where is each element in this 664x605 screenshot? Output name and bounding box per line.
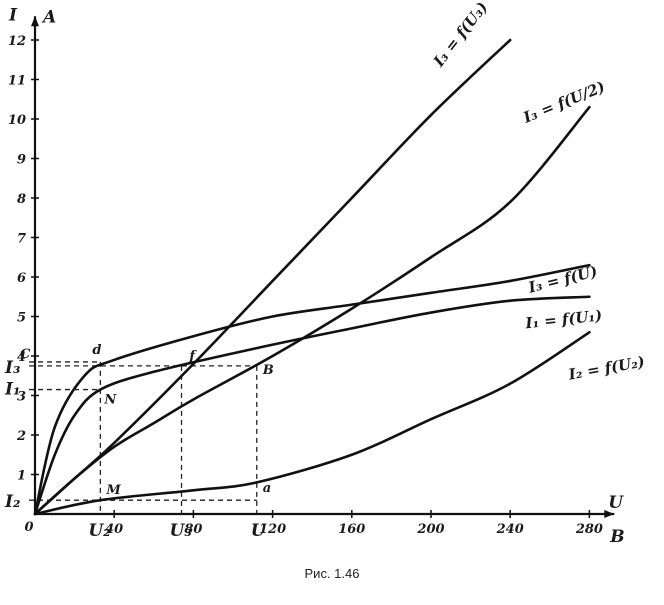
series-layer [33, 38, 591, 516]
point-label: C [20, 347, 31, 362]
y-tick-label: 11 [8, 74, 26, 89]
x-tick-label: 160 [338, 522, 365, 537]
y-tick-label: 1 [17, 469, 26, 484]
y-axis-symbol: I [8, 5, 18, 25]
x-axis-arrow [604, 510, 615, 518]
y-tick-label: 2 [16, 429, 26, 444]
y-axis-unit: A [41, 7, 56, 27]
y-tick-label: 3 [17, 390, 26, 405]
guide-lines [29, 361, 258, 514]
y-mark-label: I₃ [4, 358, 20, 378]
series-label: I₃ = f(U/2) [520, 78, 608, 127]
x-tick-label: 40 [105, 522, 123, 537]
y-tick-label: 6 [17, 271, 26, 286]
point-label: a [263, 481, 271, 496]
x-tick-label: 240 [496, 522, 524, 537]
y-tick-label: 10 [8, 113, 26, 128]
series-label: I₂ = f(U₂) [566, 353, 646, 384]
y-axis-arrow [31, 16, 39, 27]
axes [31, 16, 615, 518]
y-tick-label: 12 [8, 34, 26, 49]
y-mark-label: I₂ [4, 492, 20, 512]
origin-label: 0 [24, 520, 33, 535]
x-axis-symbol: U [608, 493, 624, 513]
y-tick-label: 5 [17, 311, 26, 326]
y-tick-label: 9 [17, 153, 26, 168]
x-axis-unit: B [609, 527, 624, 547]
x-tick-label: 200 [416, 522, 444, 537]
y-tick-label: 4 [17, 350, 26, 365]
point-label: M [105, 483, 121, 498]
x-tick-label: 280 [575, 522, 603, 537]
point-label: d [92, 343, 101, 358]
series-label: I₁ = f(U₁) [524, 306, 603, 332]
series-line [33, 105, 591, 516]
x-mark-label: U₃ [170, 521, 192, 541]
point-label: B [262, 363, 274, 378]
x-mark-label: U [251, 521, 267, 541]
series-line [33, 295, 591, 516]
y-tick-label: 8 [17, 192, 26, 207]
x-tick-label: 80 [184, 522, 202, 537]
point-label: N [103, 393, 117, 408]
x-tick-label: 120 [259, 522, 286, 537]
series-label: I₃ = f(U₃) [429, 0, 491, 71]
x-mark-label: U₂ [88, 521, 110, 541]
y-mark-label: I₁ [4, 380, 20, 400]
series-line [33, 263, 591, 516]
series-line [33, 38, 512, 516]
series-label: I₃ = f(U) [526, 262, 600, 297]
figure-caption: Рис. 1.46 [304, 566, 360, 581]
y-tick-label: 7 [17, 232, 26, 247]
point-label: f [188, 349, 197, 364]
series-line [33, 331, 591, 516]
